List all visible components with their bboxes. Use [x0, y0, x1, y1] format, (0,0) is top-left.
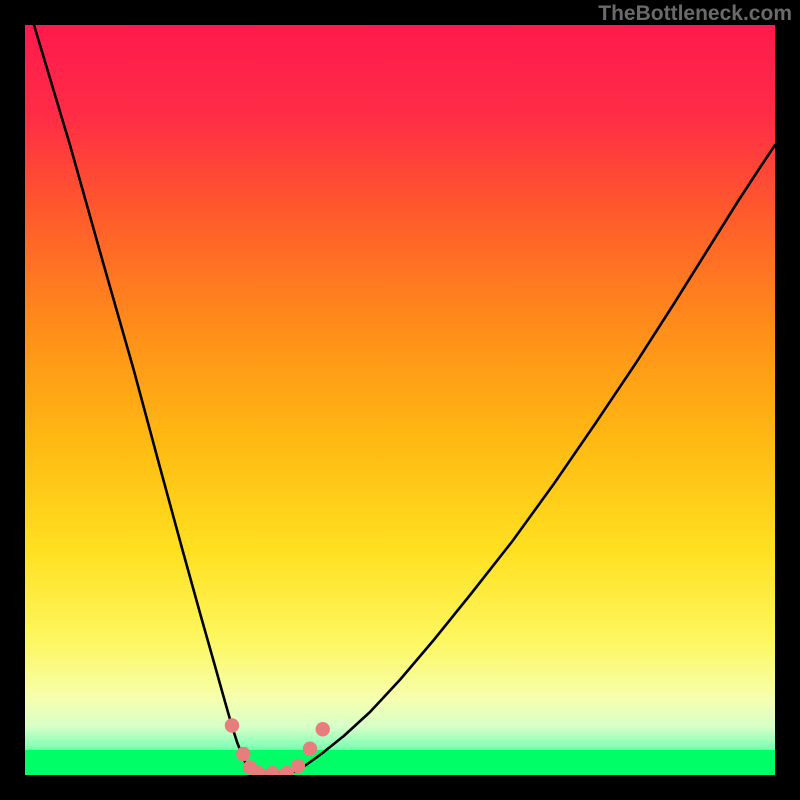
- data-marker: [236, 747, 250, 761]
- curve-left-branch: [34, 25, 255, 773]
- data-marker: [265, 766, 279, 775]
- data-marker: [225, 718, 239, 732]
- data-marker: [316, 722, 330, 736]
- data-marker: [291, 759, 305, 773]
- figure-container: TheBottleneck.com: [0, 0, 800, 800]
- data-marker: [303, 742, 317, 756]
- bottleneck-curve-chart: [25, 25, 775, 775]
- curve-right-branch: [292, 145, 775, 773]
- watermark-text: TheBottleneck.com: [598, 2, 792, 26]
- plot-area: [25, 25, 775, 775]
